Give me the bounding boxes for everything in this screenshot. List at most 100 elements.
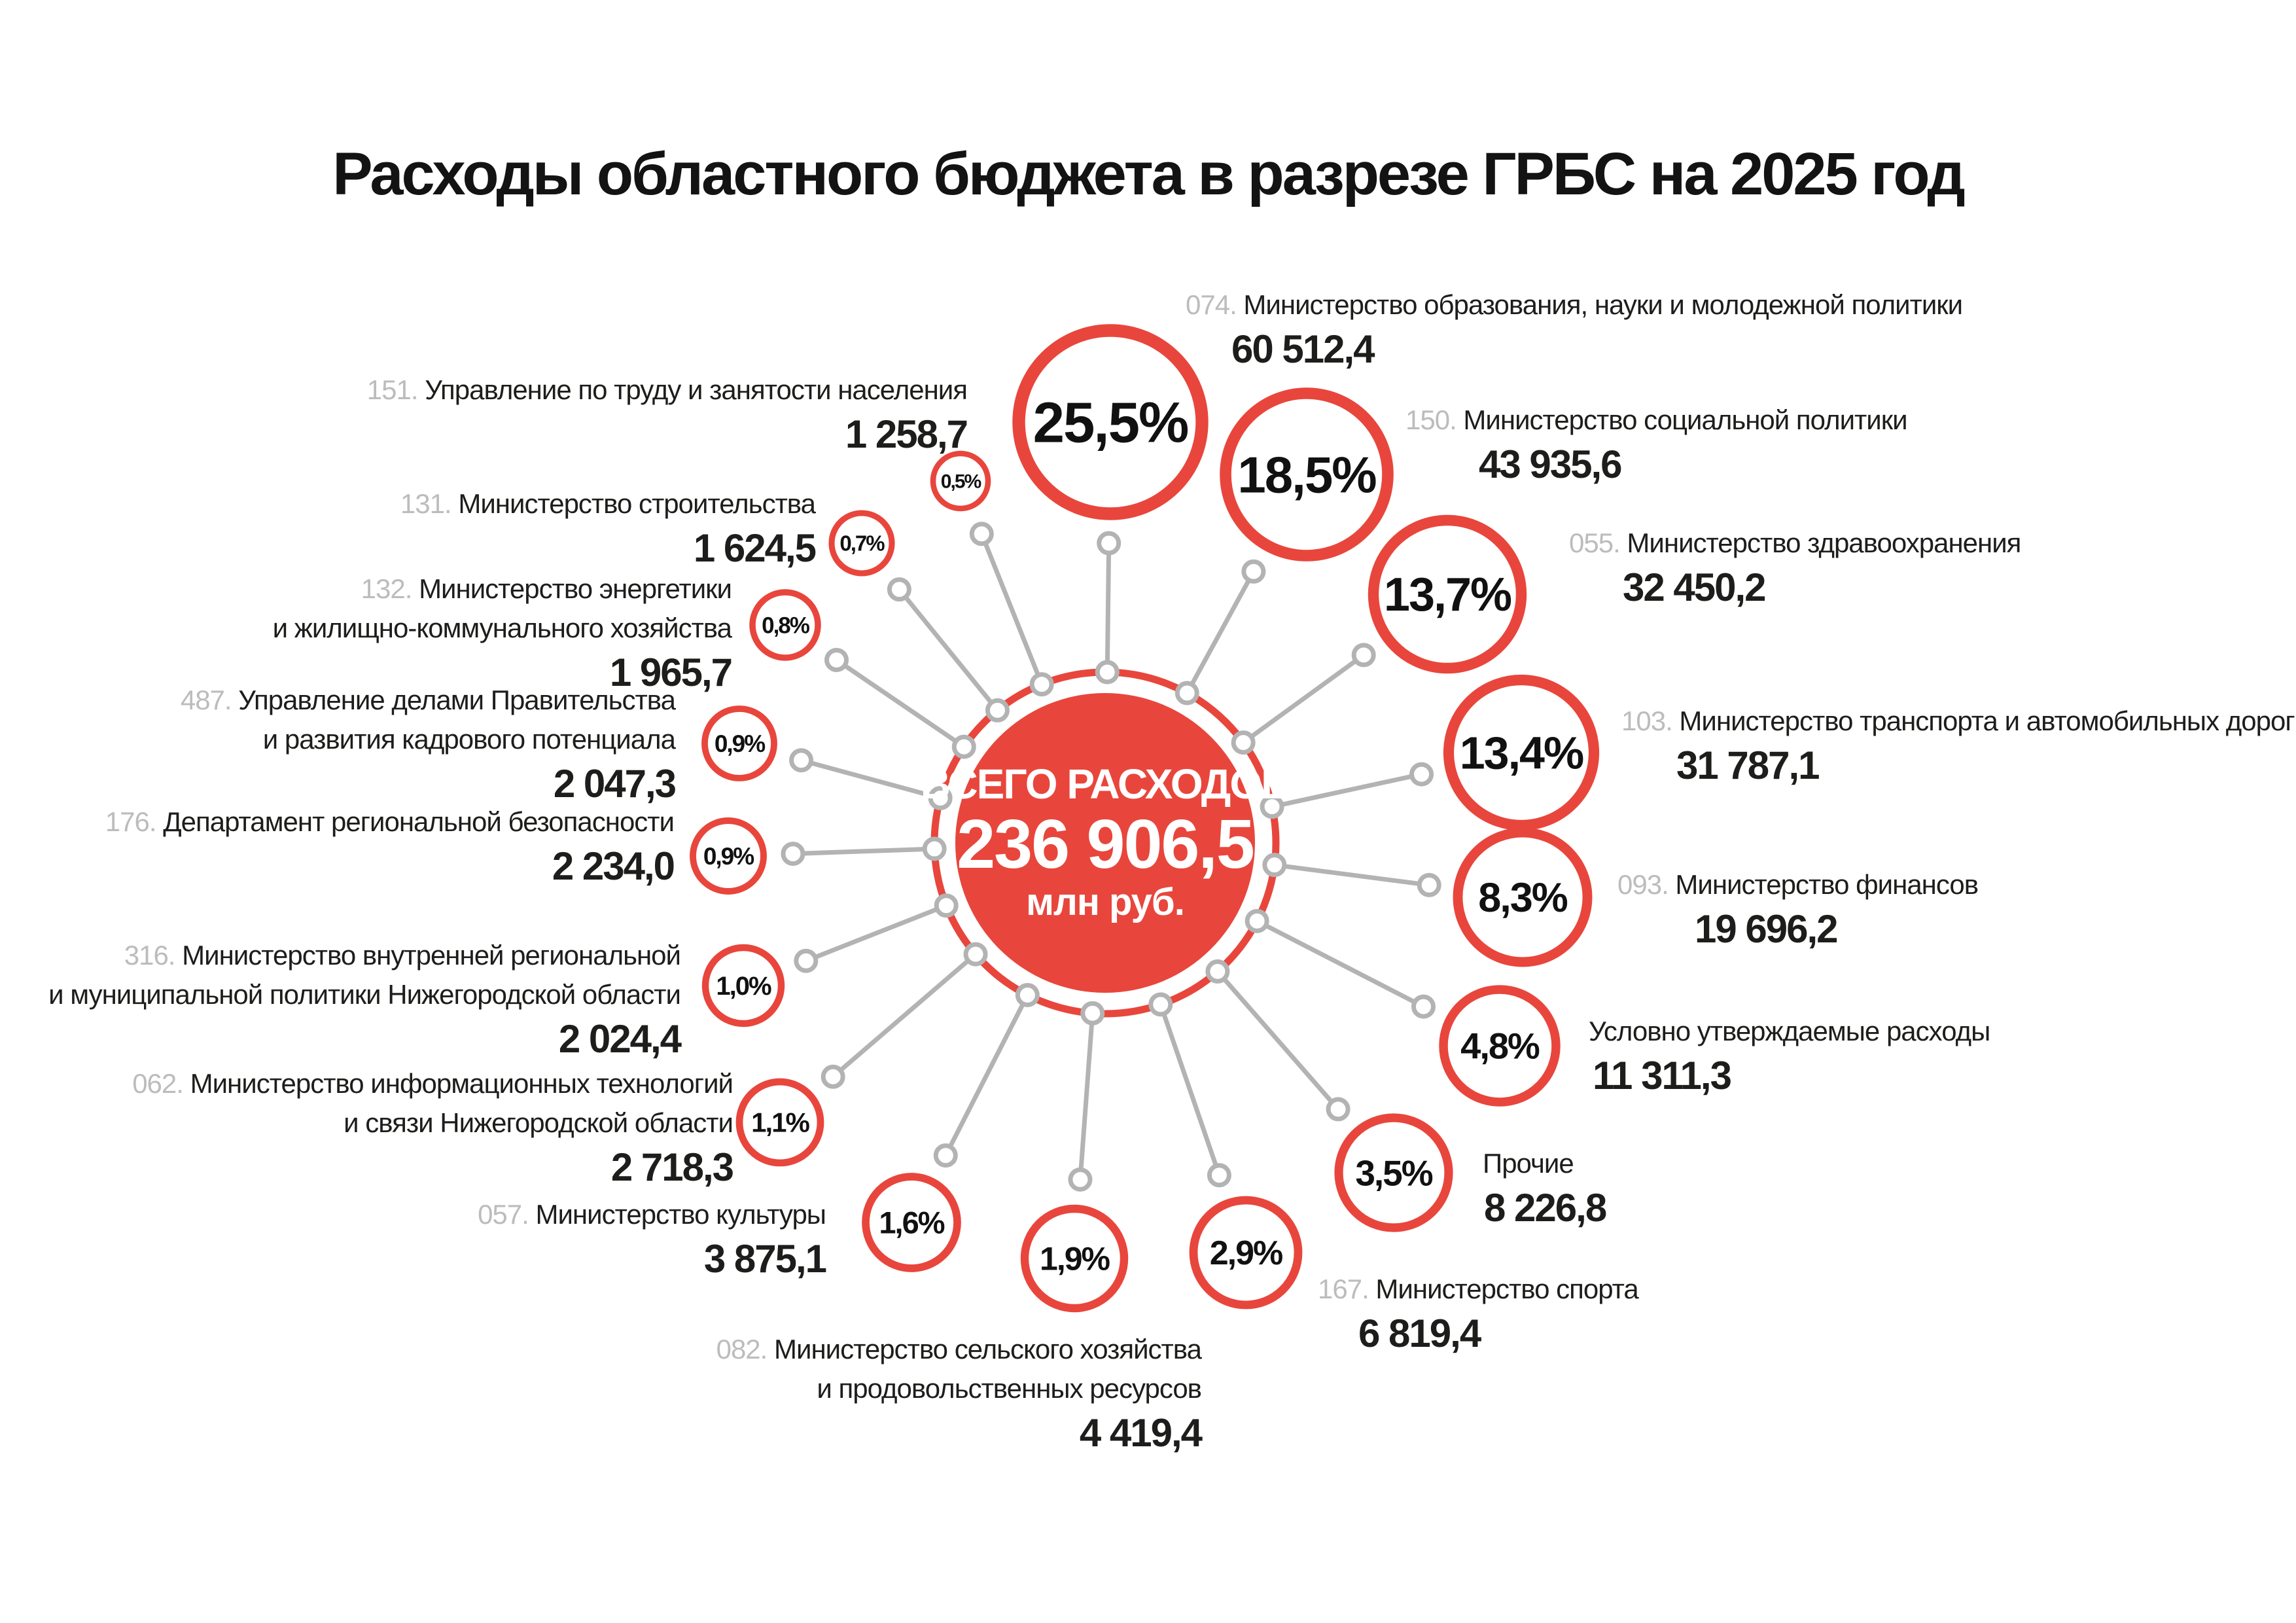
connector-line	[1256, 919, 1425, 1009]
share-circle	[1439, 985, 1561, 1107]
ministry-code: 082.	[716, 1334, 775, 1364]
share-circle	[1012, 324, 1209, 520]
ministry-value: 1 624,5	[693, 526, 817, 570]
connector-node-inner	[928, 786, 953, 811]
share-circle	[749, 589, 821, 661]
ministry-name: 074. Министерство образования, науки и м…	[1186, 289, 1963, 320]
ministry-value: 3 875,1	[703, 1237, 827, 1281]
ministry-name: 176. Департамент региональной безопаснос…	[105, 806, 675, 837]
total-units: млн руб.	[1026, 881, 1185, 923]
page-title: Расходы областного бюджета в разрезе ГРБ…	[332, 141, 1966, 207]
share-percent: 2,9%	[1210, 1234, 1282, 1272]
connector-line	[944, 993, 1030, 1157]
share-circle	[690, 817, 767, 895]
connector-line	[1274, 863, 1430, 887]
connector-line	[1216, 970, 1340, 1111]
share-circle	[828, 510, 895, 577]
ministry-code: 093.	[1617, 869, 1676, 900]
connector-node-inner	[934, 893, 959, 918]
connector-node-inner	[922, 836, 947, 861]
connector-line	[980, 533, 1044, 685]
total-amount: 236 906,5	[957, 806, 1255, 883]
share-circle	[701, 944, 785, 1027]
ministry-name: 103. Министерство транспорта и автомобил…	[1621, 705, 2295, 736]
connector-node-outer	[1417, 872, 1441, 897]
connector-line	[1104, 543, 1112, 673]
ministry-label: 103. Министерство транспорта и автомобил…	[1621, 702, 2295, 787]
connector-node-outer	[1241, 559, 1266, 584]
ministry-code: 131.	[400, 488, 459, 519]
connector-node-outer	[821, 1064, 845, 1089]
ministry-value: 43 935,6	[1479, 442, 1623, 486]
ministry-name: и развития кадрового потенциала	[262, 724, 676, 755]
connector-node-inner	[1095, 660, 1120, 685]
share-percent: 0,9%	[715, 730, 765, 757]
share-percent: 13,4%	[1460, 728, 1583, 779]
ministry-name: Прочие	[1483, 1148, 1574, 1179]
share-circle	[1443, 674, 1600, 831]
total-expenses-label: ВСЕГО РАСХОДОВ 236 906,5 млн руб.	[843, 760, 1367, 924]
connector-node-outer	[794, 948, 819, 973]
ministry-label: Условно утверждаемые расходы 11 311,3	[1589, 1012, 1990, 1097]
ministry-code: 316.	[124, 940, 183, 971]
share-percent: 25,5%	[1033, 391, 1188, 454]
share-circle	[930, 450, 991, 512]
ministry-label: 316. Министерство внутренней регионально…	[48, 936, 682, 1061]
ministry-value: 31 787,1	[1676, 743, 1820, 787]
ministry-label: 132. Министерство энергетики и жилищно-ко…	[273, 569, 733, 694]
share-circle	[1334, 1113, 1453, 1232]
share-percent: 4,8%	[1460, 1026, 1540, 1067]
share-circle	[1453, 827, 1593, 967]
connector-node-outer	[1409, 762, 1434, 787]
ministry-label: 057. Министерство культуры 3 875,1	[478, 1195, 827, 1281]
ministry-code: 150.	[1405, 404, 1464, 435]
share-percent: 1,0%	[716, 972, 771, 1001]
share-percent: 3,5%	[1355, 1152, 1432, 1193]
connector-node-outer	[933, 1143, 958, 1168]
ministry-label: 062. Министерство информационных техноло…	[132, 1064, 734, 1189]
connector-node-outer	[789, 748, 814, 773]
ministry-name: 057. Министерство культуры	[478, 1199, 826, 1230]
connector-node-inner	[1174, 681, 1199, 705]
ministry-value: 4 419,4	[1079, 1411, 1203, 1455]
connector-node-outer	[969, 522, 994, 546]
ministry-name: и связи Нижегородской области	[344, 1107, 733, 1138]
share-circle	[1020, 1204, 1129, 1313]
connector-node-inner	[985, 698, 1010, 722]
ministry-label: 074. Министерство образования, науки и м…	[1186, 285, 1963, 370]
connector-node-outer	[1068, 1167, 1093, 1192]
ministry-name: 131. Министерство строительства	[400, 488, 816, 519]
ministry-name: 082. Министерство сельского хозяйства	[716, 1334, 1202, 1364]
share-percent: 0,9%	[703, 843, 754, 870]
ministry-value: 2 718,3	[610, 1145, 734, 1189]
ministry-value: 19 696,2	[1695, 907, 1839, 951]
connector-node-outer	[824, 647, 849, 672]
connector-line	[805, 903, 947, 963]
share-percent: 1,1%	[751, 1107, 809, 1138]
share-percent: 13,7%	[1384, 569, 1511, 621]
share-circle	[1220, 387, 1394, 562]
connector-line	[792, 846, 935, 857]
connector-node-outer	[1326, 1097, 1351, 1122]
ministry-name: 093. Министерство финансов	[1617, 869, 1979, 900]
ministry-value: 8 226,8	[1484, 1186, 1607, 1230]
ministry-label: 093. Министерство финансов 19 696,2	[1617, 865, 1979, 951]
total-caption: ВСЕГО РАСХОДОВ	[920, 760, 1292, 808]
ministry-name: Условно утверждаемые расходы	[1589, 1016, 1990, 1046]
share-circle	[862, 1173, 961, 1272]
connector-node-inner	[1015, 982, 1040, 1007]
ministry-value: 2 024,4	[558, 1017, 682, 1061]
share-circle	[735, 1078, 824, 1167]
connector-node-inner	[951, 734, 976, 759]
connector-line	[1078, 1013, 1095, 1180]
ministry-code: 074.	[1186, 289, 1244, 320]
connector-node-outer	[887, 577, 911, 602]
ministry-label: 082. Министерство сельского хозяйства и п…	[716, 1330, 1203, 1455]
connector-line	[1158, 1003, 1222, 1176]
ministry-name: 055. Министерство здравоохранения	[1569, 527, 2021, 558]
connector-node-outer	[1411, 994, 1436, 1019]
connector-node-outer	[1351, 643, 1376, 668]
ministry-name: 062. Министерство информационных техноло…	[132, 1068, 733, 1099]
